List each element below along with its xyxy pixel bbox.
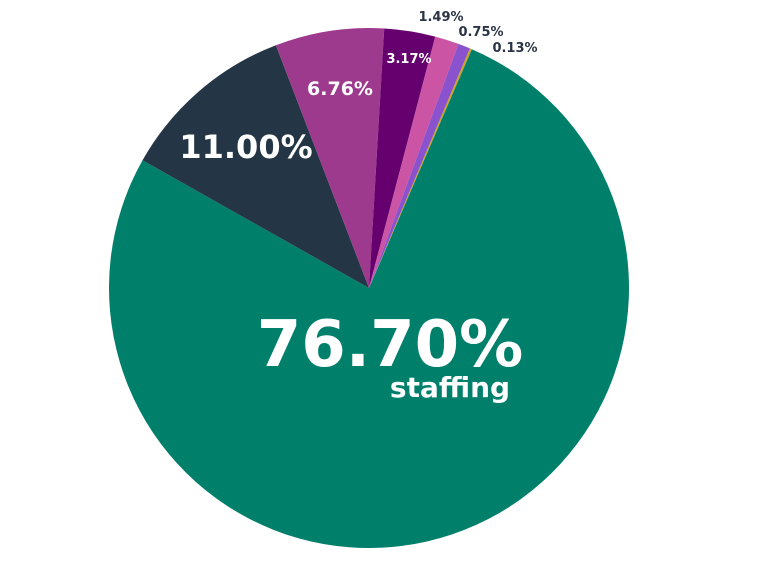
slice-label-2: 11.00%	[179, 128, 312, 166]
slice-label-5: 1.49%	[418, 10, 463, 25]
pie-slice-2	[142, 45, 369, 288]
pie-slice-4	[369, 28, 436, 288]
pie-slice-3	[275, 28, 385, 289]
slice-label-1: 76.70%	[257, 308, 524, 382]
pie-slice-6	[369, 43, 470, 288]
pie-slice-5	[369, 36, 459, 289]
slice-sublabel-1: staffing	[390, 371, 510, 404]
slice-label-6: 0.75%	[458, 25, 503, 40]
pie-slice-1	[109, 49, 630, 548]
slice-label-3: 6.76%	[307, 78, 373, 100]
pie-slices	[109, 28, 630, 548]
pie-slice-7	[369, 48, 472, 289]
slice-label-4: 3.17%	[386, 52, 431, 67]
pie-labels: 76.70%staffing 11.00% 6.76% 3.17% 1.49%0.75%…	[179, 10, 537, 404]
slice-label-7: 0.13%	[492, 41, 537, 56]
